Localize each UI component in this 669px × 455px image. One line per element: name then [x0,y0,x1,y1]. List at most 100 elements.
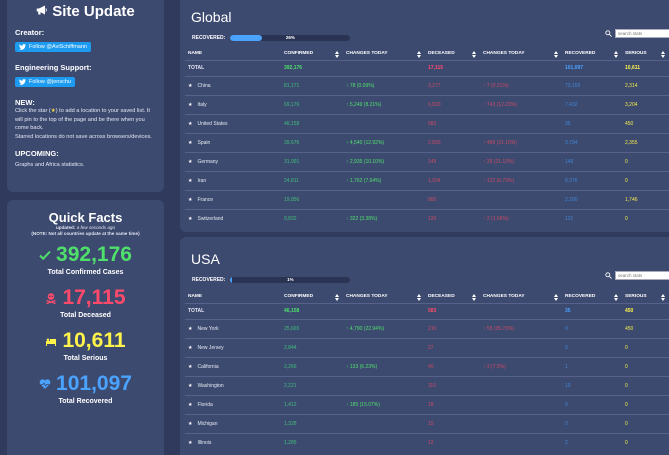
recovered-cell: 7,432 [562,94,622,114]
star-icon[interactable]: ★ [188,439,193,446]
sort-icon [554,294,558,301]
changes-cell: ↑ 185 (15.07%) [343,394,425,414]
column-header[interactable]: RECOVERED [562,48,622,60]
serious-label: Total Serious [63,355,108,362]
new-text-part1: Click the star ( [15,108,51,114]
follow-creator-button[interactable]: Follow @AviSchiffmann [15,42,91,52]
column-header[interactable]: CHANGES TODAY [343,291,425,303]
follow-engineer-button[interactable]: Follow @jenschu [15,77,75,87]
location-cell: ★ New Jersey [185,337,281,357]
follow-engineer-label: Follow @jenschu [29,79,71,85]
sort-icon [614,294,618,301]
table-row: ★ Switzerland 9,832 ↑ 322 (3.38%) 120 ↑ 2 (1.… [185,208,669,228]
confirmed-cell: 46,158 [281,113,343,133]
total-deceased: 17,115 [425,59,480,76]
recovered-progress-label: RECOVERED: [192,35,226,41]
star-icon[interactable]: ★ [188,401,193,408]
changes-cell [343,432,425,452]
new-text: Click the star (★) to add a location to … [15,107,156,141]
star-icon[interactable]: ★ [188,325,193,332]
star-icon[interactable]: ★ [188,177,193,184]
column-header[interactable]: CHANGES TODAY [480,291,562,303]
column-header[interactable]: CHANGES TODAY [480,48,562,60]
dchanges-cell [480,375,562,395]
deceased-cell: 583 [425,113,480,133]
changes-cell: ↑ 2,935 (10.10%) [343,151,425,171]
table-row: ★ Michigan 1,328 15 0 0 [185,413,669,433]
star-icon[interactable]: ★ [188,420,193,427]
confirmed-count: 392,176 [56,243,132,266]
update-note: (NOTE: Not all countries update at the s… [31,231,140,236]
recovered-cell: 0 [562,413,622,433]
stats-table: NAME CONFIRMED CHANGES TODAY DECEASED CHANGE… [185,291,669,452]
checkmark-icon [39,250,51,261]
star-icon[interactable]: ★ [188,382,193,389]
column-header[interactable]: CONFIRMED [281,48,343,60]
star-icon[interactable]: ★ [188,158,193,165]
dchanges-cell [480,189,562,209]
deceased-cell: 149 [425,151,480,171]
updated-value: a few seconds ago [76,225,115,230]
table-row: ★ Florida 1,412 ↑ 185 (15.07%) 18 0 0 [185,394,669,414]
confirmed-cell: 25,665 [281,318,343,338]
location-cell: ★ California [185,356,281,376]
star-icon[interactable]: ★ [188,363,193,370]
table-header-row: NAME CONFIRMED CHANGES TODAY DECEASED CHANGE… [185,291,669,303]
star-icon[interactable]: ★ [188,196,193,203]
sort-icon [554,51,558,58]
star-icon[interactable]: ★ [188,215,193,222]
column-header[interactable]: NAME [188,51,203,57]
dchanges-cell [480,113,562,133]
serious-cell: 2,314 [622,75,669,95]
serious-stat: 10,611 Total Serious [15,329,156,362]
location-cell: ★ Washington [185,375,281,395]
confirmed-cell: 81,171 [281,75,343,95]
table-row: ★ China 81,171 ↑ 78 (0.09%) 3,277 ↑ 7 (0.21%)… [185,75,669,95]
search-input[interactable]: search stats [615,29,669,38]
recovered-cell: 149 [562,151,622,171]
recovered-cell: 2 [562,432,622,452]
confirmed-cell: 2,221 [281,375,343,395]
star-icon[interactable]: ★ [188,101,193,108]
location-cell: ★ Illinois [185,432,281,452]
column-header[interactable]: CONFIRMED [281,291,343,303]
confirmed-cell: 2,266 [281,356,343,376]
location-name: Switzerland [197,215,224,222]
column-header[interactable]: CHANGES TODAY [343,48,425,60]
star-icon[interactable]: ★ [188,82,193,89]
panel-title: Global [191,9,232,25]
confirmed-cell: 1,285 [281,432,343,452]
column-header[interactable]: RECOVERED [562,291,622,303]
dchanges-cell: ↑ 55 (35.73%) [480,318,562,338]
star-icon[interactable]: ★ [188,344,193,351]
sort-icon [417,51,421,58]
column-header[interactable]: SERIOUS [622,48,669,60]
changes-cell: ↑ 1,762 (7.64%) [343,170,425,190]
recovered-cell: 0 [562,394,622,414]
recovered-progress: RECOVERED: 26% [192,35,351,41]
confirmed-stat: 392,176 Total Confirmed Cases [15,243,156,276]
column-header[interactable]: SERIOUS [622,291,669,303]
confirmed-cell: 31,991 [281,151,343,171]
new-label: NEW: [15,98,35,107]
serious-cell: 450 [622,113,669,133]
location-cell: ★ Switzerland [185,208,281,228]
location-name: Italy [197,101,207,108]
star-icon[interactable]: ★ [188,120,193,127]
search-input[interactable]: search stats [615,271,669,280]
serious-cell: 450 [622,318,669,338]
updated-line: updated: a few seconds ago [15,225,156,231]
recovered-stat: 101,097 Total Recovered [15,372,156,405]
recovered-cell: 3,794 [562,132,622,152]
dchanges-cell: ↑ 2 (1.56%) [480,208,562,228]
column-header[interactable]: DECEASED [425,48,480,60]
dchanges-cell [480,394,562,414]
deceased-cell: 15 [425,413,480,433]
column-header[interactable]: DECEASED [425,291,480,303]
column-header[interactable]: NAME [188,294,203,300]
table-row: ★ New Jersey 2,844 27 0 0 [185,337,669,357]
recovered-progress-pct: 1% [287,277,294,282]
bed-icon [46,338,57,346]
changes-cell [343,413,425,433]
star-icon[interactable]: ★ [188,139,193,146]
